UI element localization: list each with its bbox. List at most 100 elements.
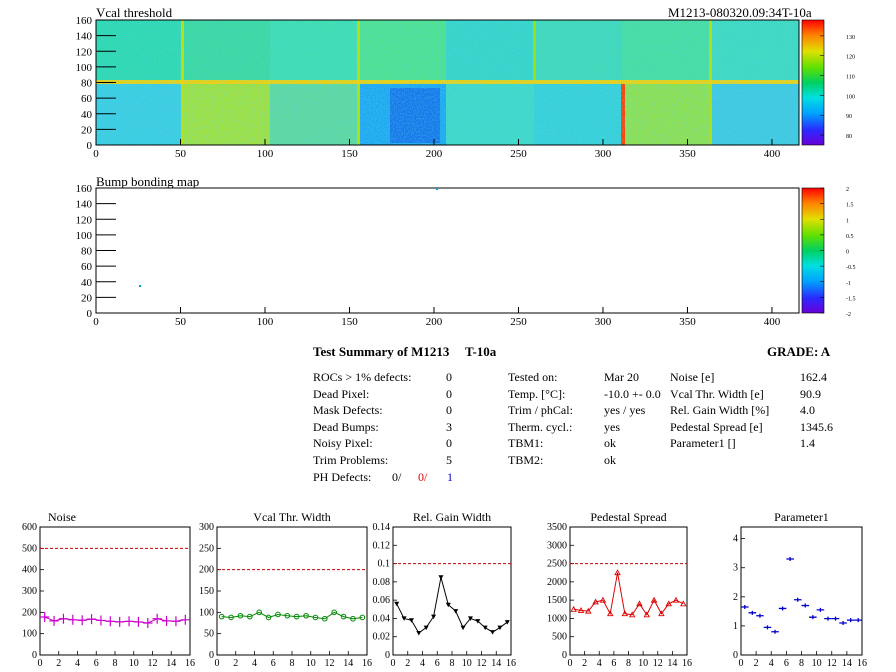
chart-point: [839, 621, 847, 625]
chart-point: [265, 614, 272, 621]
bump-map-y-tick: 80: [81, 246, 93, 258]
chart-x-tick: 12: [325, 658, 335, 669]
condition-label: Tested on:: [508, 370, 558, 384]
result-value: 90.9: [800, 386, 821, 401]
defect-label: Noisy Pixel:: [313, 436, 373, 451]
threshold-map-y-tick: 20: [81, 124, 93, 136]
chart-x-tick: 8: [290, 658, 295, 669]
threshold-palette: [801, 19, 825, 146]
threshold-map-y-tick: 0: [87, 140, 93, 152]
chart-y-tick: 300: [199, 522, 214, 533]
chart-point: [854, 618, 862, 623]
chart-title: Noise: [48, 510, 76, 524]
summary-chart-1: Noise 0 2 4 6 8 10 12 14 16 0 100 200 300 400 500 600: [22, 510, 195, 669]
result-value: 162.4: [800, 370, 827, 384]
chart-point: [599, 596, 607, 603]
chart-x-tick: 6: [611, 658, 616, 669]
chart-y-tick: 0.14: [373, 522, 391, 533]
chart-x-tick: 12: [148, 658, 158, 669]
chart-y-tick: 100: [22, 629, 37, 640]
chart-x-tick: 10: [462, 658, 472, 669]
chart-x-tick: 16: [857, 658, 867, 669]
chart-y-tick: 3500: [547, 522, 567, 533]
chart-point: [416, 631, 422, 636]
bump-map-x-tick: 400: [764, 316, 781, 328]
chart-point: [460, 625, 466, 631]
grade-label: GRADE: A: [767, 344, 831, 359]
bump-map-palette-tick: 1: [846, 218, 849, 224]
chart-y-tick: 1: [733, 621, 738, 632]
chart-point: [115, 616, 125, 627]
chart-point: [431, 614, 437, 620]
chart-y-tick: 150: [199, 586, 214, 597]
chart-point: [237, 612, 244, 619]
chart-point: [643, 611, 651, 618]
threshold-map-y-tick: 40: [81, 109, 93, 121]
bump-map-y-tick: 100: [76, 230, 93, 242]
chart-point: [180, 614, 190, 625]
bump-map-palette-tick: -1: [846, 281, 851, 287]
bump-map-y-tick: 60: [81, 261, 93, 273]
chart-x-tick: 8: [450, 658, 455, 669]
bump-map-palette-tick: -2: [846, 312, 851, 318]
chart-point: [58, 613, 69, 624]
result-label: Noise [e]: [670, 370, 715, 384]
chart-point: [763, 625, 772, 630]
chart-point: [218, 613, 225, 620]
chart-y-tick: 600: [22, 522, 37, 533]
chart-point: [577, 606, 585, 613]
chart-y-tick: 0: [32, 650, 37, 661]
chart-y-tick: 1500: [547, 595, 567, 606]
chart-point: [824, 616, 832, 621]
chart-point: [672, 596, 680, 603]
chart-x-tick: 8: [113, 658, 118, 669]
threshold-map-palette-tick: 90: [846, 114, 852, 120]
chart-y-tick: 50: [204, 629, 214, 640]
chart-x-tick: 6: [784, 658, 789, 669]
ph-defects-value-1: 0/: [392, 470, 402, 484]
threshold-map-y-tick: 80: [81, 78, 93, 90]
threshold-map-title: Vcal threshold: [96, 5, 173, 20]
chart-point: [77, 615, 87, 626]
defect-value: 0: [446, 370, 452, 384]
chart-x-tick: 0: [568, 658, 573, 669]
chart-y-tick: 0: [385, 650, 390, 661]
bump-map-y-tick: 140: [76, 199, 93, 211]
threshold-map-palette-tick: 130: [846, 35, 855, 41]
chart-point: [490, 630, 496, 635]
chart-y-tick: 3000: [547, 540, 567, 551]
chart-point: [453, 609, 459, 614]
chart-series-line: [396, 577, 508, 634]
chart-point: [293, 613, 300, 620]
condition-value: ok: [604, 453, 616, 467]
defect-value: 5: [446, 453, 452, 467]
chart-series-line: [573, 572, 684, 616]
condition-label: Trim / phCal:: [508, 403, 573, 418]
chart-y-tick: 1000: [547, 613, 567, 624]
chart-point: [809, 615, 817, 620]
bump-map-x-tick: 50: [175, 316, 187, 328]
threshold-map-x-tick: 150: [341, 148, 358, 160]
threshold-map-x-tick: 100: [257, 148, 274, 160]
condition-label: TBM1:: [508, 436, 544, 451]
chart-point: [816, 607, 825, 612]
threshold-map-x-tick: 300: [595, 148, 612, 160]
chart-point: [105, 616, 115, 627]
chart-point: [445, 602, 451, 608]
defect-value: 0: [446, 386, 452, 401]
result-label: Vcal Thr. Width [e]: [670, 386, 764, 401]
chart-point: [86, 614, 97, 625]
bump-map-palette-tick: -1.5: [846, 296, 856, 302]
threshold-map-x-tick: 250: [510, 148, 527, 160]
threshold-map-y-tick: 160: [76, 15, 93, 27]
chart-x-tick: 6: [94, 658, 99, 669]
dead-bump-marker: [139, 285, 141, 287]
summary-chart-2: Vcal Thr. Width 0 2 4 6 8 10 12 14 16 0 50 100 150 200…: [199, 510, 372, 669]
chart-x-tick: 0: [215, 658, 220, 669]
chart-x-tick: 10: [638, 658, 648, 669]
chart-x-tick: 0: [739, 658, 744, 669]
defect-label: Dead Pixel:: [313, 386, 370, 401]
chart-x-tick: 0: [38, 658, 43, 669]
